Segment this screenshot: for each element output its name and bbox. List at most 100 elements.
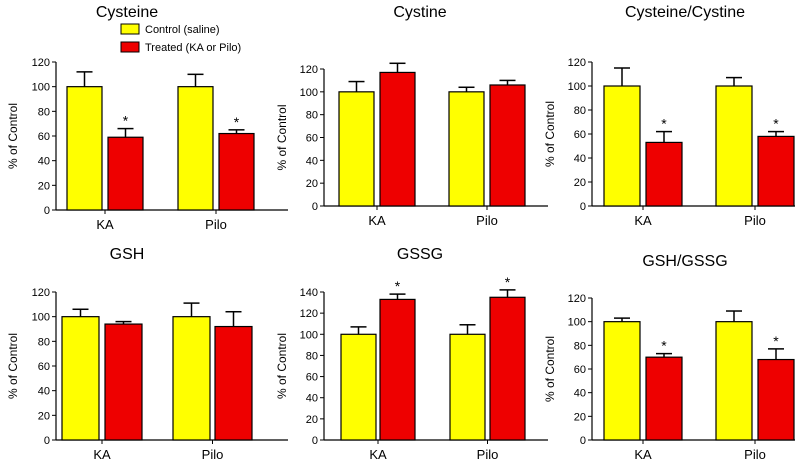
y-axis-label: % of Control (543, 101, 557, 167)
x-category-label: Pilo (744, 213, 766, 228)
y-tick-label: 40 (38, 386, 50, 398)
y-tick-label: 40 (306, 155, 318, 167)
y-tick-label: 100 (300, 87, 318, 99)
bar (757, 135, 795, 207)
x-category-label: KA (634, 213, 652, 228)
y-tick-label: 40 (574, 153, 586, 165)
x-category-label: Pilo (202, 447, 224, 462)
y-tick-label: 100 (568, 317, 586, 329)
y-tick-label: 20 (38, 410, 50, 422)
bar (218, 132, 255, 211)
bar (715, 321, 753, 441)
y-axis-label: % of Control (275, 104, 289, 170)
y-tick-label: 120 (300, 64, 318, 76)
y-tick-label: 120 (568, 57, 586, 69)
chart-title: GSH (110, 246, 145, 263)
y-tick-label: 60 (574, 364, 586, 376)
y-tick-label: 80 (574, 105, 586, 117)
bar (340, 333, 377, 441)
y-tick-label: 120 (32, 287, 50, 299)
y-tick-label: 40 (306, 393, 318, 405)
y-tick-label: 40 (38, 156, 50, 168)
bar (645, 141, 683, 207)
y-tick-label: 100 (32, 82, 50, 94)
y-tick-label: 0 (44, 205, 50, 217)
significance-marker: * (234, 114, 240, 130)
bar (61, 316, 100, 441)
y-tick-label: 20 (306, 178, 318, 190)
y-axis-label: % of Control (6, 103, 20, 169)
y-tick-label: 80 (306, 350, 318, 362)
bar (489, 84, 526, 207)
bar (177, 86, 214, 211)
bar (172, 316, 211, 441)
significance-marker: * (773, 116, 779, 132)
bar (449, 333, 486, 441)
chart-panel: GSH % of Control 0 20 40 60 80 100 120 KA Pilo (6, 246, 288, 462)
x-category-label: KA (634, 447, 652, 462)
y-tick-label: 80 (38, 336, 50, 348)
y-tick-label: 120 (568, 293, 586, 305)
significance-marker: * (123, 113, 129, 129)
bar (214, 325, 253, 441)
y-tick-label: 60 (574, 129, 586, 141)
y-tick-label: 0 (580, 201, 586, 213)
chart-panel: Cystine % of Control 0 20 40 60 80 100 120 KA Pilo (275, 4, 548, 228)
y-axis-label: % of Control (543, 336, 557, 402)
significance-marker: * (505, 274, 511, 290)
chart-panel: GSSG % of Control 0 20 40 60 80 100 120 140 * KA * Pi… (275, 246, 548, 462)
y-tick-label: 60 (306, 133, 318, 145)
x-category-label: Pilo (205, 217, 227, 232)
y-tick-label: 80 (574, 340, 586, 352)
bar (757, 358, 795, 441)
y-tick-label: 100 (32, 312, 50, 324)
y-tick-label: 100 (568, 81, 586, 93)
legend-label-control: Control (saline) (145, 24, 220, 36)
bar (448, 91, 485, 207)
x-category-label: KA (93, 447, 111, 462)
chart-title: Cystine (393, 4, 446, 21)
bar (379, 298, 416, 441)
significance-marker: * (661, 116, 667, 132)
x-category-label: Pilo (744, 447, 766, 462)
significance-marker: * (773, 333, 779, 349)
y-tick-label: 20 (306, 414, 318, 426)
significance-marker: * (395, 278, 401, 294)
chart-title: Cysteine/Cystine (625, 4, 745, 21)
legend-label-treated: Treated (KA or Pilo) (145, 42, 241, 54)
bar (645, 356, 683, 441)
legend-swatch-control (120, 23, 140, 35)
y-tick-label: 40 (574, 388, 586, 400)
y-tick-label: 20 (574, 411, 586, 423)
y-tick-label: 20 (574, 177, 586, 189)
chart-panel: Cysteine/Cystine % of Control 0 20 40 60 80 100… (543, 4, 795, 228)
bar (338, 91, 375, 207)
bar (66, 86, 103, 211)
x-category-label: Pilo (476, 213, 498, 228)
bar (107, 136, 144, 211)
legend-swatch-treated (120, 41, 140, 53)
y-tick-label: 60 (306, 372, 318, 384)
y-tick-label: 120 (300, 308, 318, 320)
y-tick-label: 20 (38, 180, 50, 192)
y-tick-label: 0 (44, 435, 50, 447)
x-category-label: Pilo (477, 447, 499, 462)
legend: Control (saline) Treated (KA or Pilo) (120, 23, 241, 54)
y-tick-label: 60 (38, 361, 50, 373)
x-category-label: KA (96, 217, 114, 232)
y-tick-label: 60 (38, 131, 50, 143)
bar (603, 321, 641, 441)
bar (104, 323, 143, 441)
y-tick-label: 100 (300, 329, 318, 341)
x-category-label: KA (368, 213, 386, 228)
chart-panel: GSH/GSSG % of Control 0 20 40 60 80 100 120 * KA * P… (543, 253, 795, 462)
y-tick-label: 80 (306, 110, 318, 122)
chart-title: GSSG (397, 246, 443, 263)
y-tick-label: 80 (38, 106, 50, 118)
x-category-label: KA (369, 447, 387, 462)
chart-panel: Cysteine % of Control 0 20 40 60 80 100 120 * KA * P… (6, 4, 288, 232)
y-axis-label: % of Control (6, 333, 20, 399)
bar (603, 85, 641, 207)
y-tick-label: 0 (580, 435, 586, 447)
